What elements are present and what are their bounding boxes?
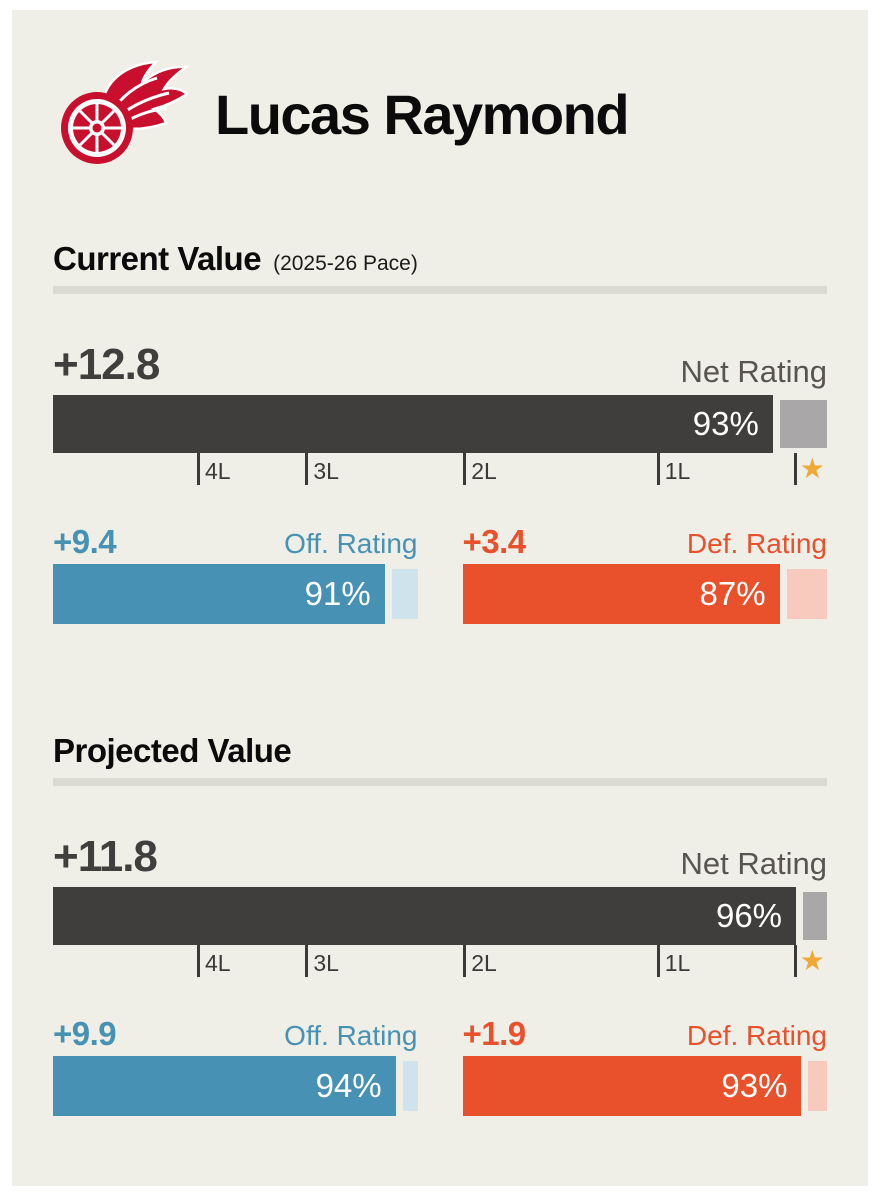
- net-rating-bar: 93%: [53, 395, 827, 453]
- tick-3l: [305, 945, 309, 977]
- off-rating-block: +9.9 Off. Rating 94%: [53, 1015, 418, 1116]
- section-current-value: Current Value (2025-26 Pace) +12.8 Net R…: [53, 240, 827, 624]
- def-rating-bar-remainder: [786, 569, 827, 619]
- tick-label-2l: 2L: [471, 458, 497, 484]
- tick-2l: [463, 945, 467, 977]
- net-rating-value: +12.8: [53, 340, 160, 389]
- def-rating-bar-fill: 87%: [462, 564, 780, 624]
- net-rating-label: Net Rating: [680, 846, 827, 881]
- tick-label-4l: 4L: [204, 458, 231, 484]
- off-rating-bar-remainder: [391, 569, 418, 619]
- def-rating-bar: 93%: [462, 1056, 827, 1116]
- tick-2l: [463, 453, 467, 485]
- net-rating-value: +11.8: [53, 832, 158, 881]
- tick-label-3l: 3L: [313, 458, 339, 484]
- section-subtitle: (2025-26 Pace): [273, 252, 418, 275]
- tick-label-1l: 1L: [664, 950, 691, 976]
- off-rating-label: Off. Rating: [284, 1020, 418, 1051]
- def-rating-bar: 87%: [462, 564, 827, 624]
- team-logo-icon: [61, 60, 190, 164]
- net-rating-percentile: 96%: [715, 897, 783, 934]
- tick-label-4l: 4L: [204, 950, 231, 976]
- tick-4l: [196, 453, 200, 485]
- tick-1l: [656, 945, 660, 977]
- off-rating-percentile: 94%: [315, 1067, 382, 1104]
- tick-label-2l: 2L: [471, 950, 497, 976]
- net-rating-bar-remainder: [779, 400, 827, 448]
- tick-star: [793, 945, 797, 977]
- def-rating-value: +3.4: [462, 523, 527, 560]
- off-rating-bar: 94%: [53, 1056, 418, 1116]
- tick-4l: [196, 945, 200, 977]
- tick-label-3l: 3L: [313, 950, 339, 976]
- net-rating-percentile: 93%: [692, 405, 759, 442]
- def-rating-label: Def. Rating: [686, 1020, 827, 1051]
- off-rating-label: Off. Rating: [284, 528, 418, 559]
- section-title: Current Value: [53, 240, 262, 277]
- def-rating-percentile: 87%: [699, 575, 766, 612]
- section-divider: [53, 778, 827, 786]
- def-rating-block: +3.4 Def. Rating 87%: [462, 523, 827, 624]
- player-card-panel: Lucas Raymond Current Value (2025-26 Pac…: [12, 10, 868, 1186]
- section-title: Projected Value: [53, 732, 292, 769]
- off-rating-bar-fill: 94%: [53, 1056, 396, 1116]
- tick-label-1l: 1L: [664, 458, 691, 484]
- card-header: Lucas Raymond: [53, 58, 827, 170]
- net-rating-label: Net Rating: [680, 354, 827, 389]
- off-rating-bar-fill: 91%: [53, 564, 385, 624]
- net-rating-bar-fill: 96%: [53, 887, 797, 945]
- net-rating-bar: 96%: [53, 887, 827, 945]
- def-rating-value: +1.9: [462, 1015, 527, 1052]
- player-name: Lucas Raymond: [215, 82, 630, 146]
- section-projected-value: Projected Value +11.8 Net Rating 96% 4L …: [53, 732, 827, 1116]
- line-axis: 4L 3L 2L 1L ★: [53, 453, 827, 487]
- off-rating-block: +9.4 Off. Rating 91%: [53, 523, 418, 624]
- tick-3l: [305, 453, 309, 485]
- off-rating-percentile: 91%: [304, 575, 371, 612]
- net-rating-bar-fill: 93%: [53, 395, 773, 453]
- star-icon: ★: [799, 453, 825, 484]
- off-rating-bar: 91%: [53, 564, 418, 624]
- star-icon: ★: [799, 945, 825, 976]
- off-rating-bar-remainder: [402, 1061, 418, 1111]
- def-rating-bar-remainder: [808, 1061, 827, 1111]
- def-rating-block: +1.9 Def. Rating 93%: [462, 1015, 827, 1116]
- section-divider: [53, 286, 827, 294]
- def-rating-percentile: 93%: [721, 1067, 788, 1104]
- off-rating-value: +9.9: [53, 1015, 117, 1052]
- tick-star: [793, 453, 797, 485]
- off-rating-value: +9.4: [53, 523, 117, 560]
- def-rating-bar-fill: 93%: [462, 1056, 802, 1116]
- def-rating-label: Def. Rating: [686, 528, 827, 559]
- line-axis: 4L 3L 2L 1L ★: [53, 945, 827, 979]
- tick-1l: [656, 453, 660, 485]
- net-rating-bar-remainder: [803, 892, 827, 940]
